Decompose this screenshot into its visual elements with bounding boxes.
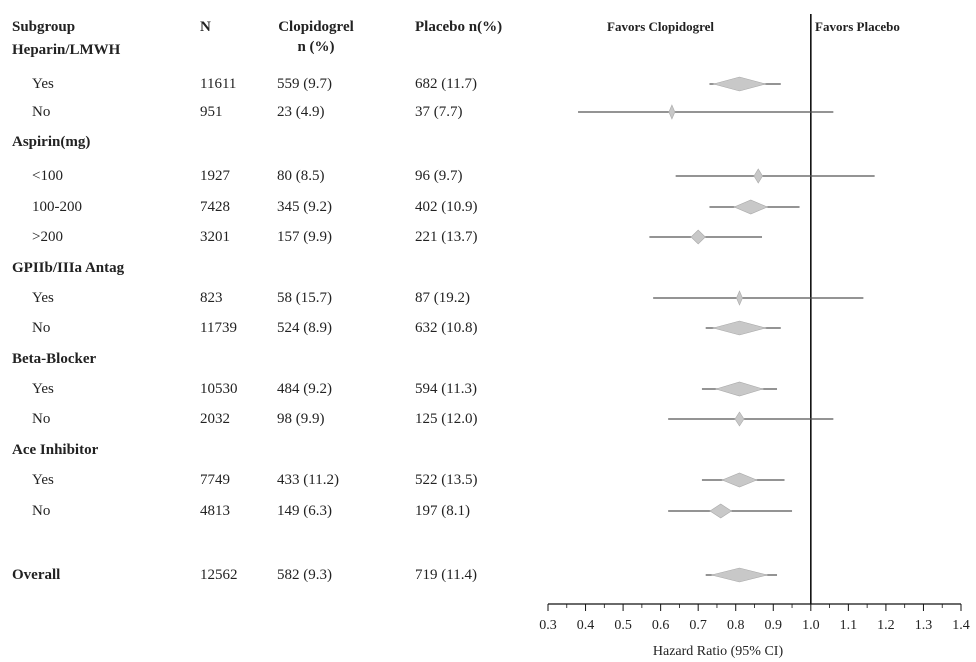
clopidogrel-value: 433 (11.2)	[277, 472, 339, 488]
favors-placebo-label: Favors Placebo	[815, 19, 900, 34]
placebo-value: 87 (19.2)	[415, 290, 470, 306]
subgroup-label: No	[32, 320, 51, 336]
placebo-value: 197 (8.1)	[415, 503, 470, 519]
clopidogrel-header: Clopidogrel	[278, 19, 354, 35]
n-value: 4813	[200, 503, 230, 519]
subgroup-category-label: Heparin/LMWH	[12, 42, 121, 58]
clopidogrel-value: 80 (8.5)	[277, 168, 325, 184]
n-value: 12562	[200, 567, 238, 583]
hazard-ratio-marker	[733, 199, 769, 215]
placebo-value: 37 (7.7)	[415, 104, 463, 120]
placebo-header: Placebo n(%)	[415, 19, 503, 35]
hazard-ratio-marker	[709, 503, 732, 519]
subgroup-label: <100	[32, 168, 63, 184]
hazard-ratio-marker	[736, 290, 743, 306]
n-value: 10530	[200, 381, 238, 397]
placebo-value: 594 (11.3)	[415, 381, 477, 397]
n-value: 2032	[200, 411, 230, 427]
subgroup-label: Yes	[32, 76, 54, 92]
hazard-ratio-marker	[714, 381, 765, 397]
hazard-ratio-marker	[712, 76, 767, 92]
n-value: 7428	[200, 199, 230, 215]
n-value: 11611	[200, 76, 237, 92]
x-tick-label: 0.7	[689, 618, 707, 633]
n-value: 7749	[200, 472, 230, 488]
placebo-value: 632 (10.8)	[415, 320, 478, 336]
clopidogrel-header-unit: n (%)	[297, 39, 335, 55]
x-tick-label: 1.3	[915, 618, 933, 633]
subgroup-label: No	[32, 104, 51, 120]
clopidogrel-value: 149 (6.3)	[277, 503, 332, 519]
subgroup-category-label: Ace Inhibitor	[12, 442, 99, 458]
hazard-ratio-marker	[712, 320, 767, 336]
clopidogrel-value: 58 (15.7)	[277, 290, 332, 306]
clopidogrel-value: 484 (9.2)	[277, 381, 332, 397]
x-tick-label: 1.2	[877, 618, 895, 633]
clopidogrel-value: 524 (8.9)	[277, 320, 332, 336]
x-tick-label: 0.8	[727, 618, 745, 633]
x-tick-label: 0.9	[765, 618, 783, 633]
subgroup-label: Yes	[32, 381, 54, 397]
placebo-value: 682 (11.7)	[415, 76, 477, 92]
clopidogrel-value: 23 (4.9)	[277, 104, 325, 120]
clopidogrel-value: 582 (9.3)	[277, 567, 332, 583]
subgroup-header: Subgroup	[12, 19, 76, 35]
subgroup-category-label: Beta-Blocker	[12, 351, 97, 367]
subgroup-label: 100-200	[32, 199, 82, 215]
hazard-ratio-marker	[668, 104, 676, 120]
x-tick-label: 1.4	[952, 618, 970, 633]
hazard-ratio-marker	[721, 472, 758, 488]
n-value: 823	[200, 290, 223, 306]
x-tick-label: 1.0	[802, 618, 820, 633]
subgroup-label: >200	[32, 229, 63, 245]
clopidogrel-value: 98 (9.9)	[277, 411, 325, 427]
placebo-value: 522 (13.5)	[415, 472, 478, 488]
n-value: 951	[200, 104, 223, 120]
x-tick-label: 0.4	[577, 618, 595, 633]
placebo-value: 221 (13.7)	[415, 229, 478, 245]
n-value: 1927	[200, 168, 230, 184]
x-tick-label: 0.5	[614, 618, 632, 633]
placebo-value: 96 (9.7)	[415, 168, 463, 184]
clopidogrel-value: 559 (9.7)	[277, 76, 332, 92]
subgroup-label: Yes	[32, 472, 54, 488]
subgroup-label: Yes	[32, 290, 54, 306]
n-value: 11739	[200, 320, 237, 336]
clopidogrel-value: 345 (9.2)	[277, 199, 332, 215]
subgroup-category-label: GPIIb/IIIa Antag	[12, 260, 125, 276]
favors-clopidogrel-label: Favors Clopidogrel	[607, 19, 715, 34]
hazard-ratio-marker	[753, 168, 763, 184]
n-value: 3201	[200, 229, 230, 245]
subgroup-category-label: Aspirin(mg)	[12, 134, 91, 150]
overall-label: Overall	[12, 567, 61, 583]
placebo-value: 125 (12.0)	[415, 411, 478, 427]
hazard-ratio-marker	[711, 567, 768, 583]
clopidogrel-value: 157 (9.9)	[277, 229, 332, 245]
x-axis-title: Hazard Ratio (95% CI)	[653, 644, 784, 659]
placebo-value: 719 (11.4)	[415, 567, 477, 583]
hazard-ratio-marker	[690, 229, 706, 245]
subgroup-label: No	[32, 503, 51, 519]
x-tick-label: 0.3	[539, 618, 557, 633]
n-header: N	[200, 19, 211, 35]
x-tick-label: 0.6	[652, 618, 670, 633]
x-tick-label: 1.1	[840, 618, 858, 633]
placebo-value: 402 (10.9)	[415, 199, 478, 215]
subgroup-label: No	[32, 411, 51, 427]
hazard-ratio-marker	[734, 411, 745, 427]
